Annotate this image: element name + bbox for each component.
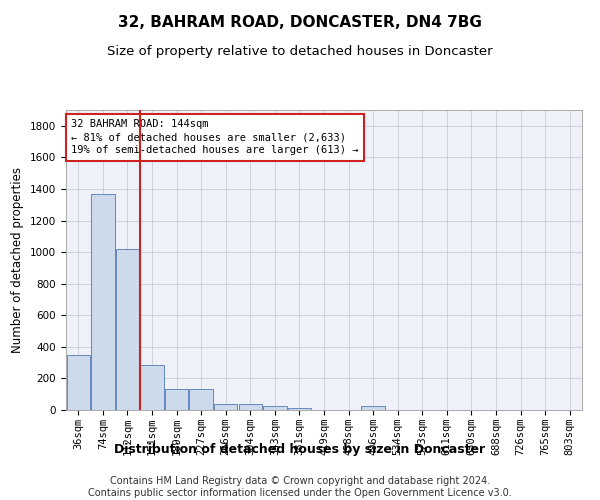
Bar <box>165 390 188 410</box>
Text: Distribution of detached houses by size in Doncaster: Distribution of detached houses by size … <box>115 442 485 456</box>
Bar <box>91 194 115 410</box>
Bar <box>140 365 164 410</box>
Bar <box>214 404 238 410</box>
Bar <box>239 404 262 410</box>
Text: 32 BAHRAM ROAD: 144sqm
← 81% of detached houses are smaller (2,633)
19% of semi-: 32 BAHRAM ROAD: 144sqm ← 81% of detached… <box>71 119 359 156</box>
Text: Size of property relative to detached houses in Doncaster: Size of property relative to detached ho… <box>107 45 493 58</box>
Bar <box>67 354 90 410</box>
Bar <box>263 406 287 410</box>
Text: 32, BAHRAM ROAD, DONCASTER, DN4 7BG: 32, BAHRAM ROAD, DONCASTER, DN4 7BG <box>118 15 482 30</box>
Bar <box>288 408 311 410</box>
Bar <box>190 390 213 410</box>
Bar <box>361 406 385 410</box>
Y-axis label: Number of detached properties: Number of detached properties <box>11 167 25 353</box>
Bar <box>116 249 139 410</box>
Text: Contains HM Land Registry data © Crown copyright and database right 2024.
Contai: Contains HM Land Registry data © Crown c… <box>88 476 512 498</box>
